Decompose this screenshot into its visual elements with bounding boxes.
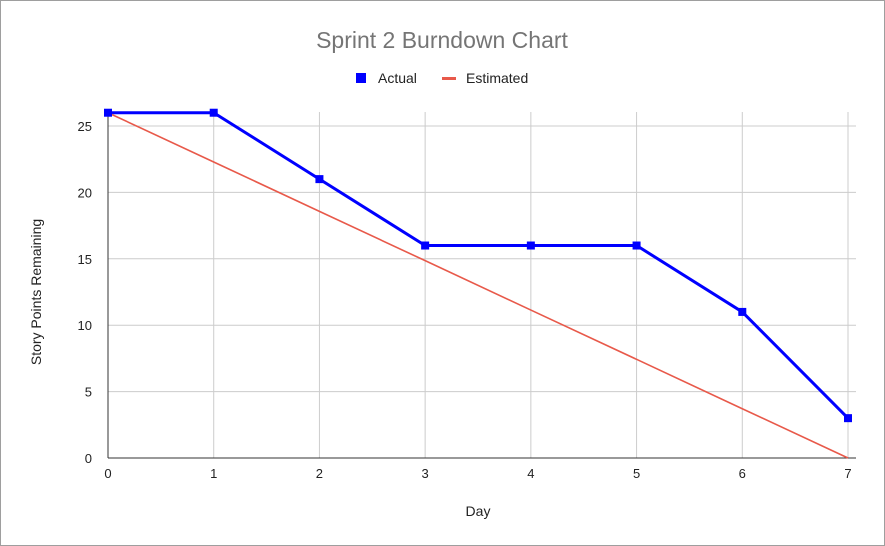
y-tick-0: 0 <box>85 451 92 466</box>
x-tick-labels: 0 1 2 3 4 5 6 7 <box>104 466 851 481</box>
x-tick-1: 1 <box>210 466 217 481</box>
y-tick-labels: 0 5 10 15 20 25 <box>78 119 92 466</box>
point-actual-day-5[interactable] <box>632 241 641 250</box>
legend-swatch-actual <box>356 73 366 83</box>
x-tick-2: 2 <box>316 466 323 481</box>
series-layer <box>104 108 852 459</box>
point-actual-day-2[interactable] <box>315 175 324 184</box>
y-tick-10: 10 <box>78 318 92 333</box>
point-actual-day-3[interactable] <box>421 241 430 250</box>
point-actual-day-7[interactable] <box>844 414 852 423</box>
point-actual-day-6[interactable] <box>738 307 747 316</box>
point-actual-day-1[interactable] <box>209 108 218 117</box>
y-tick-5: 5 <box>85 385 92 400</box>
y-tick-15: 15 <box>78 252 92 267</box>
legend-label-estimated[interactable]: Estimated <box>466 70 528 86</box>
x-tick-0: 0 <box>104 466 111 481</box>
series-line-actual <box>108 111 850 420</box>
series-line-estimated <box>107 111 849 459</box>
x-tick-6: 6 <box>739 466 746 481</box>
legend-label-actual[interactable]: Actual <box>378 70 417 86</box>
chart-title: Sprint 2 Burndown Chart <box>316 27 568 53</box>
y-tick-20: 20 <box>78 185 92 200</box>
x-tick-4: 4 <box>527 466 534 481</box>
x-tick-3: 3 <box>422 466 429 481</box>
y-axis-label: Story Points Remaining <box>28 219 44 365</box>
legend-swatch-estimated <box>442 77 456 80</box>
point-actual-day-4[interactable] <box>526 241 535 250</box>
x-tick-5: 5 <box>633 466 640 481</box>
x-tick-7: 7 <box>844 466 851 481</box>
axes <box>107 112 856 459</box>
gridlines <box>108 112 856 458</box>
point-actual-day-0[interactable] <box>104 108 112 117</box>
x-axis-label: Day <box>466 503 491 519</box>
y-tick-25: 25 <box>78 119 92 134</box>
legend: Actual Estimated <box>356 70 528 86</box>
